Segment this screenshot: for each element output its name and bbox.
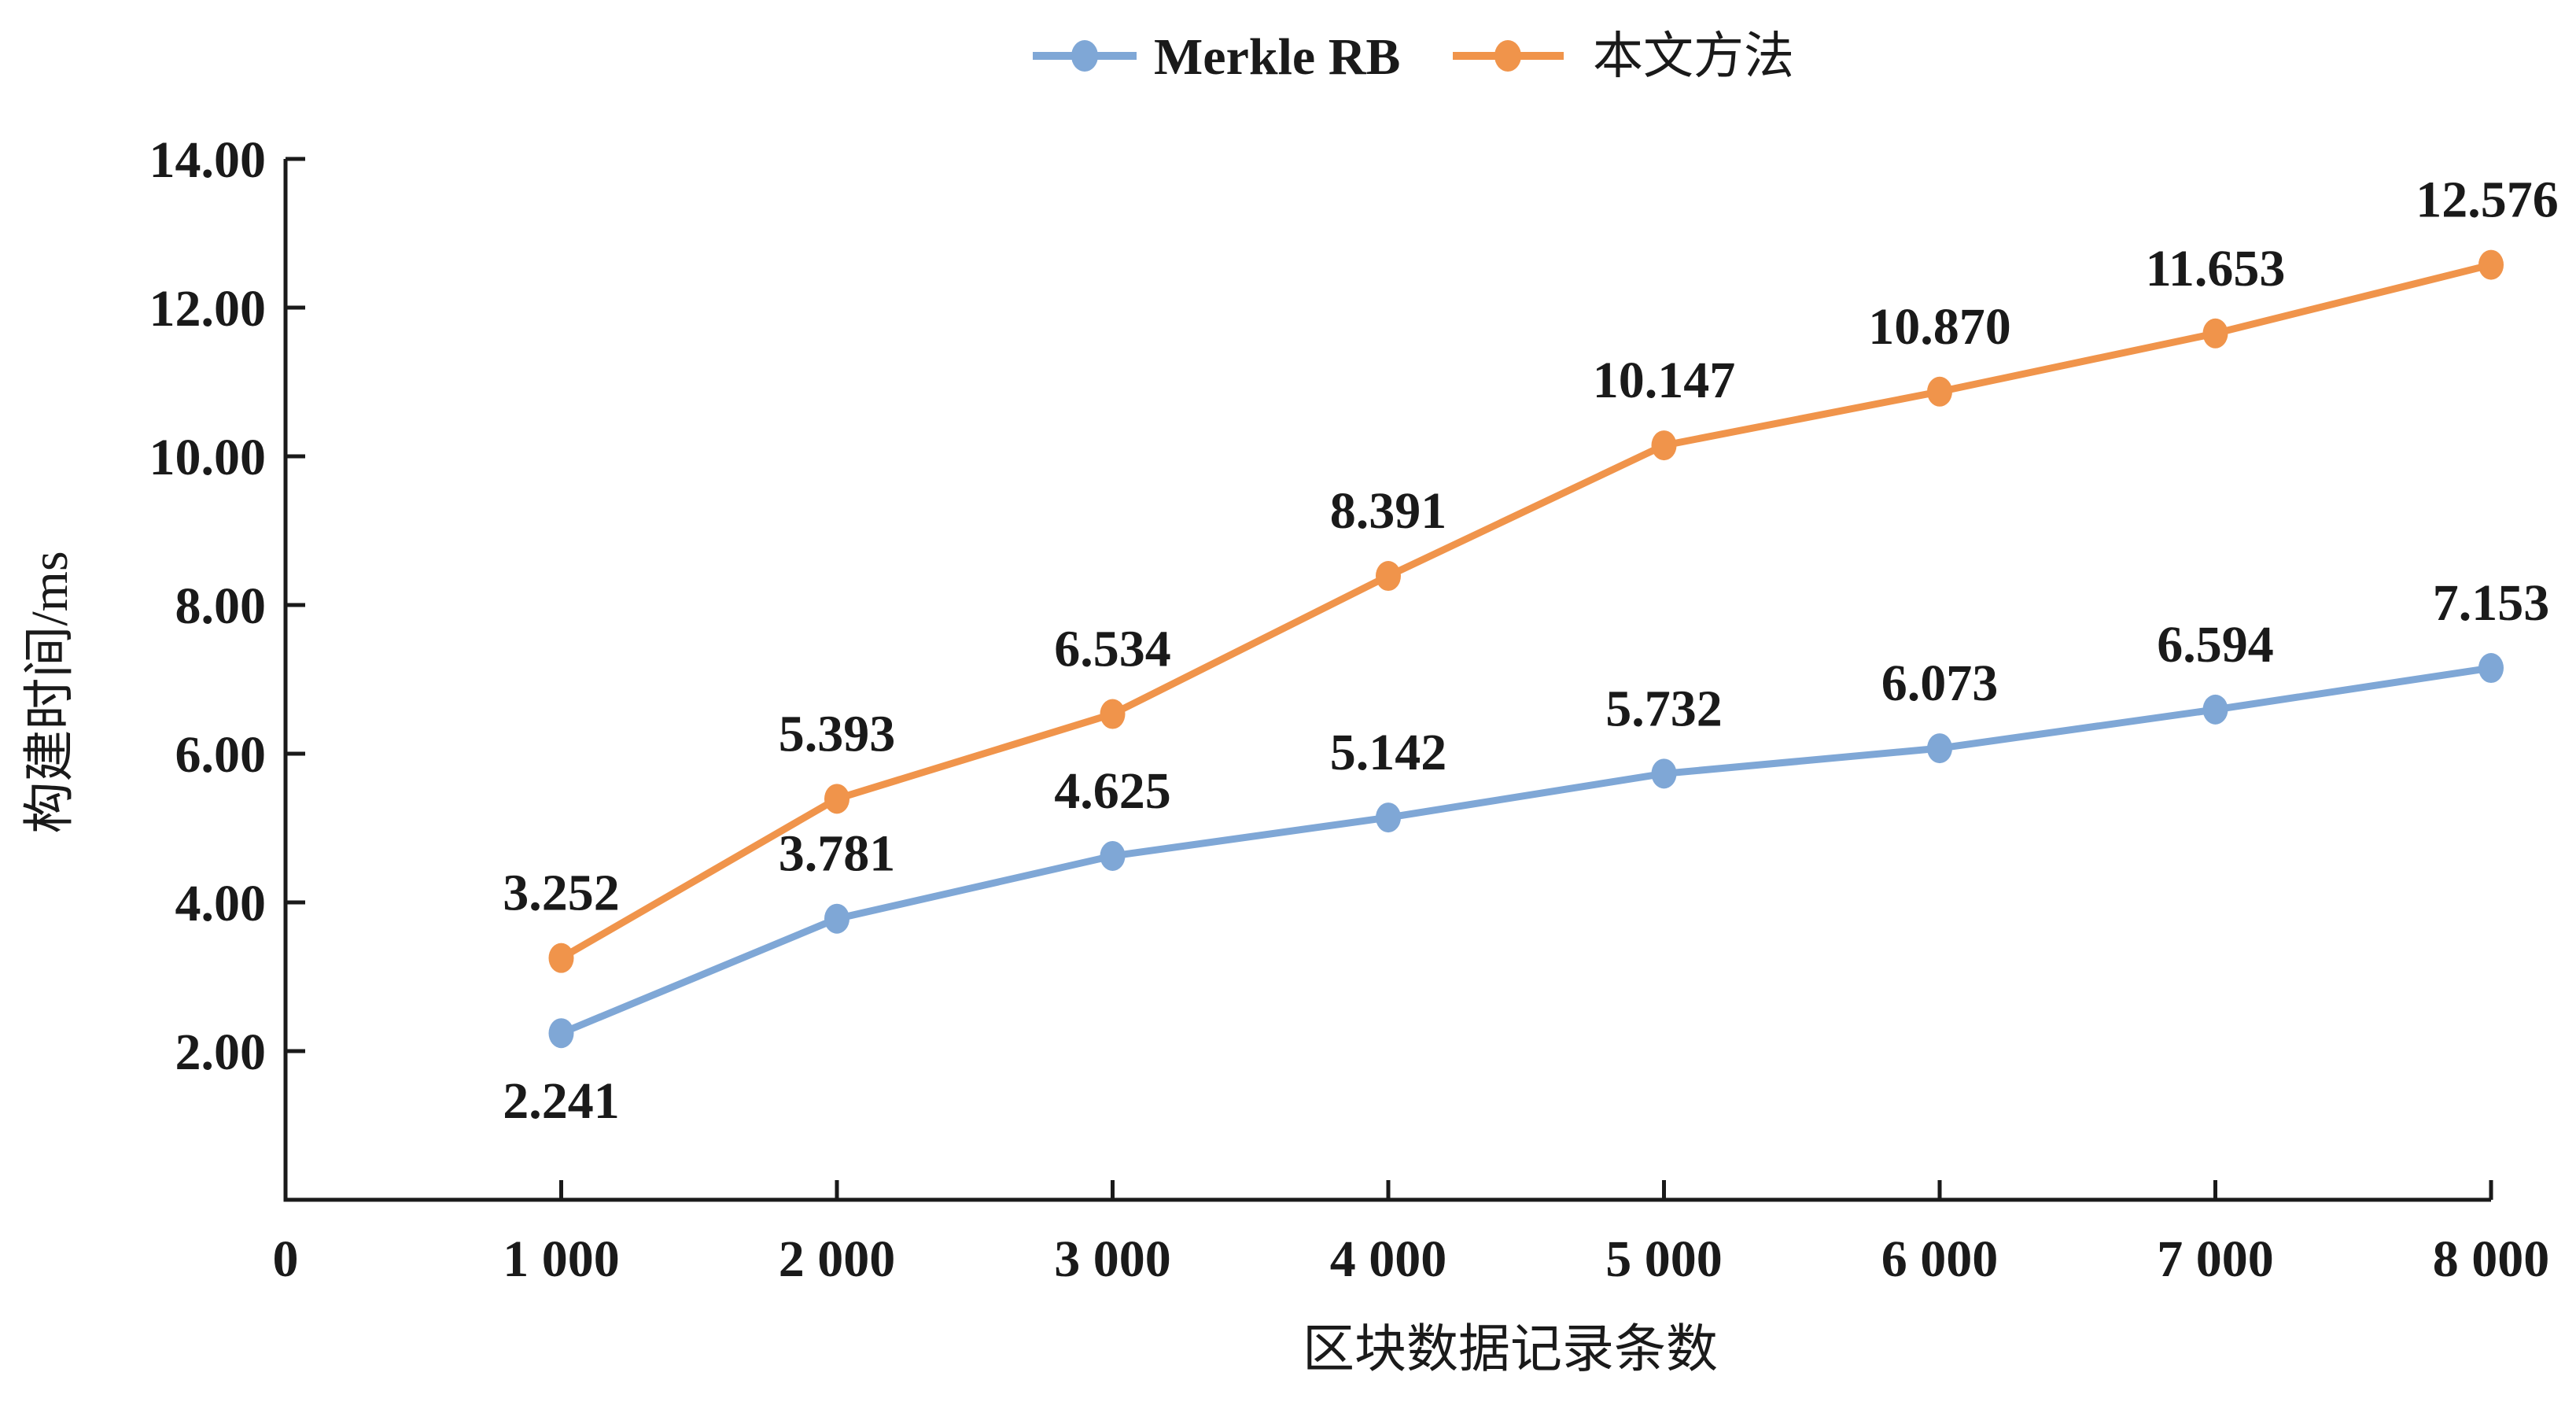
legend: Merkle RB 本文方法 <box>1033 28 1794 86</box>
data-point-label: 7.153 <box>2433 574 2550 632</box>
series-merkle-rb: 2.241 3.781 4.625 5.142 5.732 6.073 6.594 7.153 <box>503 574 2549 1130</box>
data-point-marker <box>1100 699 1126 729</box>
y-tick-label: 8.00 <box>175 577 267 635</box>
x-tick-label: 3 000 <box>1054 1230 1171 1288</box>
data-point-marker <box>824 903 849 934</box>
data-point-marker <box>1927 733 1952 764</box>
x-tick-label: 7 000 <box>2157 1230 2274 1288</box>
data-point-label: 5.732 <box>1605 680 1723 737</box>
data-point-label: 11.653 <box>2146 240 2286 297</box>
data-point-marker <box>2478 653 2504 684</box>
legend-item-merkle-rb: Merkle RB <box>1033 28 1400 86</box>
y-tick-label: 4.00 <box>175 875 267 932</box>
data-point-marker <box>1651 430 1677 461</box>
data-point-marker <box>1927 376 1952 407</box>
series-layer: 2.241 3.781 4.625 5.142 5.732 6.073 6.594 7.153… <box>503 172 2558 1131</box>
data-point-label: 6.534 <box>1054 621 1171 678</box>
y-tick-label: 14.00 <box>149 131 267 189</box>
series-proposed-method: 3.252 5.393 6.534 8.391 10.147 10.870 11.653 12… <box>503 172 2559 973</box>
axis-tick-labels: 2.00 4.00 6.00 8.00 10.00 12.00 14.00 0 1 000 2 0… <box>149 131 2550 1288</box>
y-axis-title: 构建时间/ms <box>21 551 79 833</box>
x-tick-label: 2 000 <box>779 1230 896 1288</box>
data-point-label: 8.391 <box>1330 482 1447 540</box>
data-point-marker <box>2478 249 2504 280</box>
data-point-marker <box>824 784 849 814</box>
x-tick-label: 5 000 <box>1605 1230 1723 1288</box>
data-point-marker <box>1651 758 1677 789</box>
legend-label-proposed-method: 本文方法 <box>1593 28 1794 84</box>
legend-marker-merkle-rb-icon <box>1071 40 1098 72</box>
data-point-label: 6.073 <box>1881 655 1999 712</box>
y-tick-label: 12.00 <box>149 280 267 338</box>
data-point-label: 6.594 <box>2157 616 2274 673</box>
data-point-label: 10.870 <box>1868 298 2011 356</box>
y-tick-label: 6.00 <box>175 726 267 784</box>
data-point-marker <box>548 943 574 973</box>
data-point-label: 3.252 <box>503 865 620 922</box>
data-point-marker <box>548 1018 574 1049</box>
series-polyline <box>558 664 2495 1037</box>
x-tick-label: 1 000 <box>503 1230 620 1288</box>
x-axis-title: 区块数据记录条数 <box>1303 1321 1718 1378</box>
series-polyline <box>558 261 2495 962</box>
data-point-marker <box>1100 840 1126 871</box>
data-point-marker <box>2202 318 2228 349</box>
legend-marker-proposed-method-icon <box>1494 40 1521 72</box>
x-tick-label: 6 000 <box>1881 1230 1999 1288</box>
data-point-marker <box>1376 561 1401 592</box>
y-tick-label: 10.00 <box>149 429 267 486</box>
data-point-label: 4.625 <box>1054 762 1171 820</box>
data-point-label: 5.393 <box>779 705 896 762</box>
data-point-label: 5.142 <box>1330 724 1447 781</box>
x-tick-label: 8 000 <box>2433 1230 2550 1288</box>
x-tick-label: 4 000 <box>1330 1230 1447 1288</box>
axes <box>283 157 2493 1202</box>
legend-label-merkle-rb: Merkle RB <box>1154 28 1400 86</box>
data-point-label: 3.781 <box>779 825 896 883</box>
data-point-label: 10.147 <box>1593 352 1736 409</box>
legend-item-proposed-method: 本文方法 <box>1453 28 1794 84</box>
data-point-marker <box>1376 802 1401 833</box>
x-tick-label: 0 <box>273 1230 299 1288</box>
y-tick-label: 2.00 <box>175 1024 267 1081</box>
data-point-marker <box>2202 694 2228 725</box>
data-point-label: 2.241 <box>503 1072 620 1130</box>
data-point-label: 12.576 <box>2416 172 2559 229</box>
